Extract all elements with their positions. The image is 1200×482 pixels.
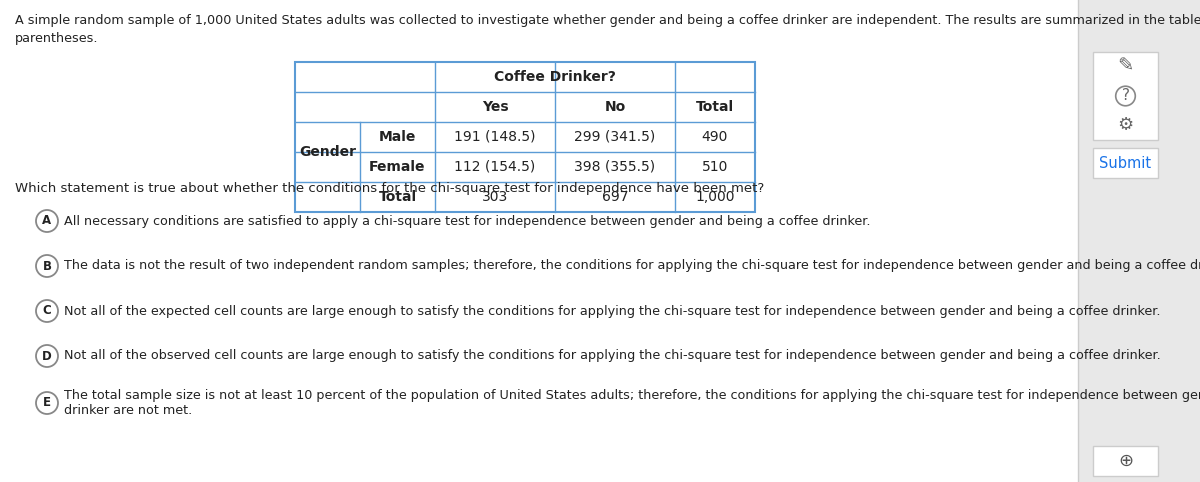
Text: Not all of the observed cell counts are large enough to satisfy the conditions f: Not all of the observed cell counts are … <box>64 349 1160 362</box>
Text: 191 (148.5): 191 (148.5) <box>455 130 535 144</box>
Text: Total: Total <box>696 100 734 114</box>
Text: 303: 303 <box>482 190 508 204</box>
Text: C: C <box>43 305 52 318</box>
Text: A: A <box>42 214 52 228</box>
Text: ⚙: ⚙ <box>1117 116 1134 134</box>
Text: 299 (341.5): 299 (341.5) <box>575 130 655 144</box>
Text: Not all of the expected cell counts are large enough to satisfy the conditions f: Not all of the expected cell counts are … <box>64 305 1160 318</box>
Bar <box>295 62 755 212</box>
Bar <box>1093 446 1158 476</box>
Text: A simple random sample of 1,000 United States adults was collected to investigat: A simple random sample of 1,000 United S… <box>14 14 1200 27</box>
Text: Female: Female <box>370 160 426 174</box>
Text: 697: 697 <box>601 190 629 204</box>
Text: 510: 510 <box>702 160 728 174</box>
Text: Coffee Drinker?: Coffee Drinker? <box>494 70 616 84</box>
Text: E: E <box>43 397 50 410</box>
Bar <box>1093 52 1158 140</box>
Bar <box>1078 0 1200 482</box>
Text: The data is not the result of two independent random samples; therefore, the con: The data is not the result of two indepe… <box>64 259 1200 272</box>
Text: Yes: Yes <box>481 100 509 114</box>
Text: Total: Total <box>378 190 416 204</box>
Text: B: B <box>42 259 52 272</box>
Text: 490: 490 <box>702 130 728 144</box>
Text: Submit: Submit <box>1099 156 1152 171</box>
Text: ✎: ✎ <box>1117 56 1134 76</box>
Text: The total sample size is not at least 10 percent of the population of United Sta: The total sample size is not at least 10… <box>64 389 1200 417</box>
Text: ⊕: ⊕ <box>1118 452 1133 470</box>
Text: Male: Male <box>379 130 416 144</box>
Text: Gender: Gender <box>299 145 356 159</box>
Text: No: No <box>605 100 625 114</box>
Text: D: D <box>42 349 52 362</box>
Text: ?: ? <box>1122 89 1129 104</box>
Text: All necessary conditions are satisfied to apply a chi-square test for independen: All necessary conditions are satisfied t… <box>64 214 870 228</box>
Text: 398 (355.5): 398 (355.5) <box>575 160 655 174</box>
Text: 1,000: 1,000 <box>695 190 734 204</box>
Text: parentheses.: parentheses. <box>14 32 98 45</box>
Text: 112 (154.5): 112 (154.5) <box>455 160 535 174</box>
Bar <box>1093 148 1158 178</box>
Text: Which statement is true about whether the conditions for the chi-square test for: Which statement is true about whether th… <box>14 182 764 195</box>
